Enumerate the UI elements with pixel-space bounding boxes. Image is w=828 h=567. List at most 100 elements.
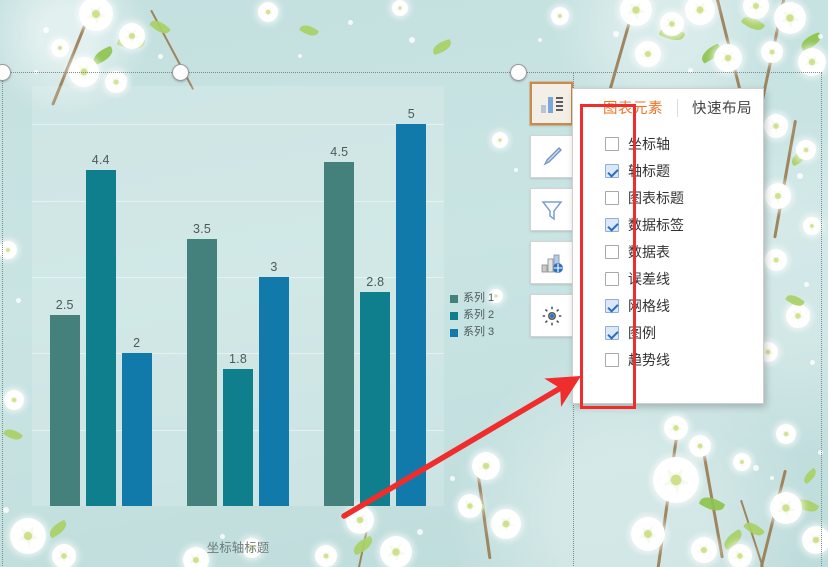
petal	[770, 346, 777, 353]
petal	[793, 304, 802, 313]
chart-element-item-label: 轴标题	[628, 162, 670, 179]
legend-item-1[interactable]: 系列 1	[450, 290, 516, 307]
petal-speck	[538, 38, 542, 42]
chart-elements-icon	[540, 93, 564, 115]
chart-styles-brush-button[interactable]	[530, 135, 573, 178]
petal	[707, 542, 716, 551]
petal-speck	[613, 31, 619, 37]
legend-item-3[interactable]: 系列 3	[450, 324, 516, 341]
petal	[692, 544, 701, 553]
petal	[630, 0, 641, 6]
chart-elements-list: 坐标轴轴标题图表标题 数据标签 数据表 误差线 网格线 图例趋势线	[573, 127, 763, 373]
chart-type-button[interactable]	[530, 241, 573, 284]
chart-element-item-7[interactable]: 网格线	[573, 292, 763, 319]
chart-filter-funnel-button[interactable]	[530, 188, 573, 231]
panel-tab-2[interactable]: 快速布局	[692, 101, 752, 117]
petal	[562, 11, 568, 17]
bar-2-3[interactable]	[259, 276, 289, 506]
bar-1-1[interactable]	[49, 315, 80, 506]
bar-group-1[interactable]: 2.5 4.4 2	[49, 86, 152, 506]
petal	[815, 54, 825, 63]
checkbox-unchecked-icon[interactable]	[605, 136, 619, 151]
checkbox-unchecked-icon[interactable]	[605, 352, 619, 367]
petal	[254, 542, 261, 549]
gridline	[32, 353, 444, 355]
petal	[808, 217, 815, 224]
chart-element-item-label: 趋势线	[628, 351, 670, 368]
bar-series-group: 2.5 4.4 2 3.5 1.8 3 4.5 2.8 5	[32, 86, 444, 506]
petal	[637, 12, 648, 23]
petal	[719, 61, 728, 70]
petal	[242, 543, 250, 550]
panel-tab-1[interactable]: 图表元素	[603, 101, 663, 117]
petal	[729, 60, 739, 69]
petal	[779, 198, 788, 207]
chart-element-item-6[interactable]: 误差线	[573, 265, 763, 292]
checkbox-unchecked-icon[interactable]	[605, 190, 619, 205]
bar-1-2[interactable]	[85, 170, 116, 506]
petal	[759, 0, 768, 7]
petal	[735, 544, 744, 553]
handle-top-center[interactable]	[172, 64, 189, 81]
legend-item-2[interactable]: 系列 2	[450, 307, 516, 324]
petal	[492, 517, 502, 527]
petal	[799, 317, 807, 326]
chart-object[interactable]: 2.5 4.4 2 3.5 1.8 3 4.5 2.8 5 坐标轴标题 系列 1 系列 2 系列 3	[6, 78, 518, 564]
bar-3-2[interactable]	[360, 292, 391, 506]
chart-element-item-2[interactable]: 轴标题	[573, 157, 763, 184]
petal	[673, 25, 681, 34]
bar-3-3[interactable]	[396, 124, 427, 506]
chart-elements-icon-button[interactable]	[530, 82, 573, 125]
petal	[695, 552, 704, 561]
checkbox-checked-icon[interactable]	[605, 298, 619, 313]
petal	[261, 14, 268, 21]
axis-title: 坐标轴标题	[206, 541, 270, 555]
bar-group-3[interactable]: 4.5 2.8 5	[324, 86, 427, 506]
chart-settings-gear-button[interactable]	[530, 294, 573, 337]
checkbox-checked-icon[interactable]	[605, 217, 619, 232]
chart-element-item-5[interactable]: 数据表	[573, 238, 763, 265]
petal	[701, 447, 708, 455]
bar-1-3[interactable]	[121, 353, 152, 506]
petal	[808, 144, 815, 151]
petal	[97, 16, 109, 28]
petal	[702, 439, 710, 447]
chart-element-item-4[interactable]: 数据标签	[573, 211, 763, 238]
petal	[729, 550, 737, 559]
checkbox-checked-icon[interactable]	[605, 163, 619, 178]
handle-top-right[interactable]	[510, 64, 527, 81]
bar-2-1[interactable]	[187, 238, 217, 506]
petal	[315, 551, 323, 558]
petal	[661, 485, 676, 500]
petal	[636, 48, 645, 57]
chart-element-item-8[interactable]: 图例	[573, 319, 763, 346]
chart-element-item-3[interactable]: 图表标题	[573, 184, 763, 211]
petal	[56, 558, 64, 567]
petal	[773, 53, 780, 61]
chart-styles-brush-icon	[540, 145, 564, 169]
petal	[560, 17, 567, 23]
petal	[85, 17, 96, 29]
petal	[361, 522, 371, 531]
petal	[16, 539, 28, 552]
checkbox-unchecked-icon[interactable]	[605, 271, 619, 286]
bar-2-2[interactable]	[223, 368, 253, 506]
petal	[497, 292, 503, 297]
petal	[764, 342, 771, 349]
chart-element-item-1[interactable]: 坐标轴	[573, 130, 763, 157]
petal	[67, 549, 75, 557]
chart-element-item-9[interactable]: 趋势线	[573, 346, 763, 373]
checkbox-unchecked-icon[interactable]	[605, 244, 619, 259]
petal-speck	[409, 37, 415, 43]
bar-3-1[interactable]	[324, 162, 355, 506]
petal	[60, 49, 67, 55]
legend-swatch	[450, 311, 458, 320]
petal	[509, 515, 520, 526]
petal-speck	[3, 507, 9, 513]
legend-label: 系列 1	[463, 292, 495, 304]
petal-speck	[15, 297, 21, 303]
checkbox-checked-icon[interactable]	[605, 325, 619, 340]
bar-group-2[interactable]: 3.5 1.8 3	[187, 86, 289, 506]
petal	[661, 18, 669, 27]
chart-legend[interactable]: 系列 1 系列 2 系列 3	[450, 290, 516, 341]
